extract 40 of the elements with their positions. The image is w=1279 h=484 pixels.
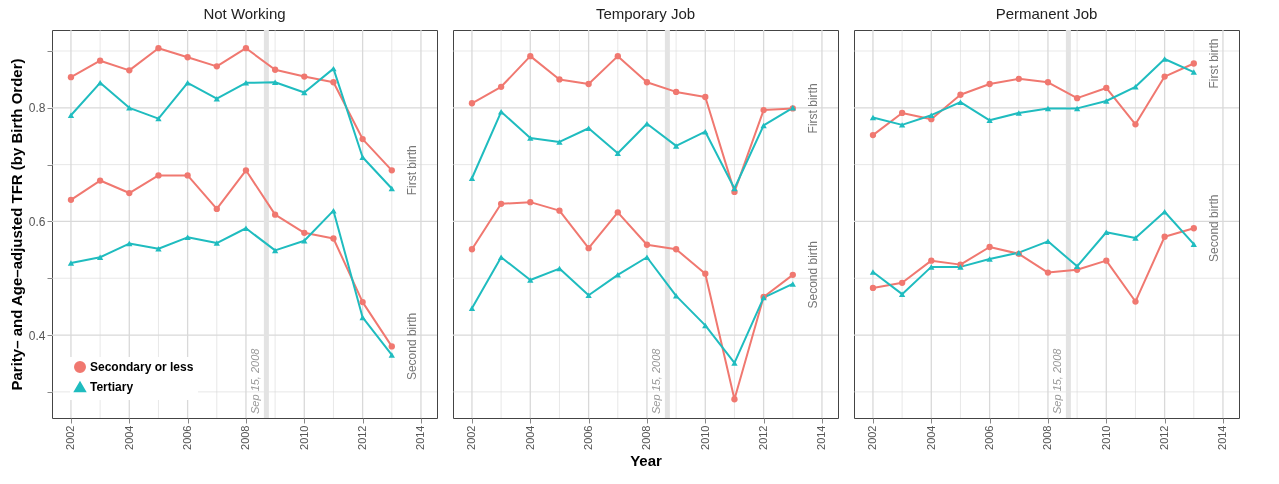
annotation: Second birth [1206, 194, 1221, 262]
chart-title: Not Working [203, 4, 286, 22]
x-tick-label: 2012 [757, 425, 770, 450]
legend-label: Secondary or less [90, 360, 194, 374]
x-tick-label: 2004 [122, 425, 135, 450]
x-tick-label: 2014 [1216, 425, 1229, 450]
x-tick-label: 2014 [815, 425, 828, 450]
annotation: Second birth [805, 241, 820, 309]
x-tick-label: 2004 [523, 425, 536, 450]
annotation: First birth [404, 145, 419, 196]
y-tick-label: 0.8 [28, 101, 46, 116]
y-tick-label: 0.4 [28, 328, 46, 343]
ref-line-label: Sep 15, 2008 [249, 347, 262, 414]
x-tick-label: 2002 [64, 425, 77, 450]
x-tick-label: 2006 [983, 425, 996, 450]
x-tick-label: 2004 [924, 425, 937, 450]
x-tick-label: 2008 [239, 425, 252, 450]
x-tick-label: 2012 [356, 425, 369, 450]
x-tick-label: 2002 [465, 425, 478, 450]
y-tick-label: 0.6 [28, 214, 46, 229]
chart-title: Permanent Job [995, 4, 1098, 22]
ref-line-label: Sep 15, 2008 [1051, 347, 1064, 414]
annotation: Second birth [404, 312, 419, 381]
x-tick-label: 2002 [866, 425, 879, 450]
x-tick-label: 2006 [582, 425, 595, 450]
x-tick-label: 2010 [1099, 425, 1112, 450]
annotation: First birth [805, 83, 820, 134]
x-tick-label: 2010 [698, 425, 711, 450]
x-tick-label: 2008 [1041, 425, 1054, 450]
annotation: First birth [1206, 38, 1221, 89]
x-tick-label: 2010 [297, 425, 310, 450]
x-tick-label: 2008 [640, 425, 653, 450]
x-tick-label: 2014 [414, 425, 427, 450]
x-tick-label: 2012 [1158, 425, 1171, 450]
legend-label: Tertiary [90, 380, 134, 394]
y-axis-title: Parity– and Age–adjusted TFR (by Birth Order) [7, 58, 25, 391]
chart-title: Temporary Job [595, 4, 696, 22]
x-tick-label: 2006 [181, 425, 194, 450]
x-axis-title: Year [630, 451, 663, 469]
ref-line-label: Sep 15, 2008 [650, 347, 663, 414]
